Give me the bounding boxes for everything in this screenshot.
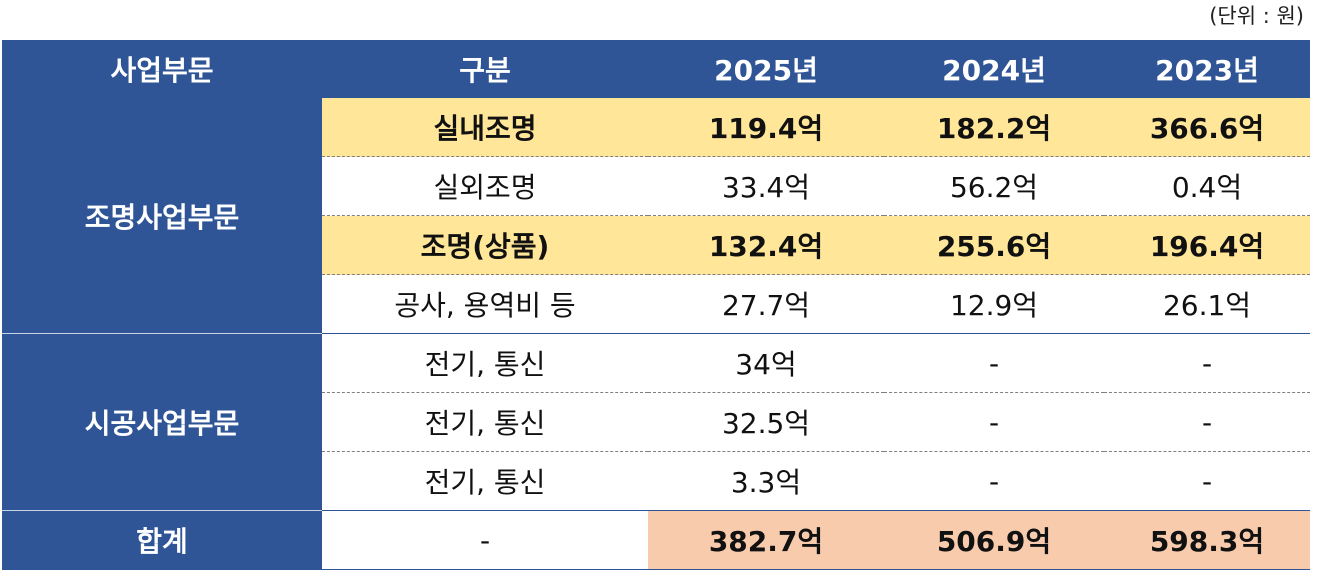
cell: - (884, 451, 1104, 511)
cell: 366.6억 (1104, 98, 1310, 157)
cell: 33.4억 (648, 156, 884, 216)
cell: 12.9억 (884, 274, 1104, 334)
cell: 실외조명 (322, 156, 648, 216)
header-row: 사업부문 구분 2025년 2024년 2023년 (2, 40, 1310, 98)
data-row: 조명사업부문 실내조명 119.4억 182.2억 366.6억 (2, 98, 1310, 334)
header-cell: 구분 (322, 40, 648, 98)
unit-note: (단위 : 원) (1209, 4, 1304, 28)
cell: - (1104, 333, 1310, 393)
cell: 공사, 용역비 등 (322, 274, 648, 334)
data-row: 전기, 통신 3.3억 - - (2, 451, 1310, 511)
total-cell: 506.9억 (884, 510, 1104, 570)
cell: 34억 (648, 333, 884, 393)
cell: - (1104, 392, 1310, 452)
cell: - (1104, 451, 1310, 511)
total-label: 합계 (2, 510, 322, 570)
data-row: 조명(상품) 132.4억 255.6억 196.4억 (2, 215, 1310, 275)
cell: 조명(상품) (322, 215, 648, 275)
cell: 56.2억 (884, 156, 1104, 216)
data-row: 전기, 통신 32.5억 - - (2, 392, 1310, 452)
header-cell: 2025년 (648, 40, 884, 98)
cell: 196.4억 (1104, 215, 1310, 275)
cell: 전기, 통신 (322, 451, 648, 511)
group-label: 시공사업부문 (2, 333, 322, 511)
cell: - (884, 333, 1104, 393)
total-row: 합계 -382.7억 506.9억 598.3억 (2, 510, 1310, 570)
cell: 전기, 통신 (322, 392, 648, 452)
data-row: 실외조명 33.4억 56.2억 0.4억 (2, 156, 1310, 216)
cell: 255.6억 (884, 215, 1104, 275)
cell: 32.5억 (648, 392, 884, 452)
total-cell: 598.3억 (1104, 510, 1310, 570)
cell: 3.3억 (648, 451, 884, 511)
cell: 132.4억 (648, 215, 884, 275)
total-cell: 382.7억 (648, 510, 884, 570)
header-cell: 2024년 (884, 40, 1104, 98)
header-cell: 사업부문 (2, 40, 322, 98)
cell: 26.1억 (1104, 274, 1310, 334)
cell: 실내조명 (322, 98, 648, 157)
cell: 119.4억 (648, 98, 884, 157)
cell: 27.7억 (648, 274, 884, 334)
cell: 0.4억 (1104, 156, 1310, 216)
cell: 182.2억 (884, 98, 1104, 157)
header-cell: 2023년 (1104, 40, 1310, 98)
total-cell: - (322, 510, 648, 570)
cell: 전기, 통신 (322, 333, 648, 393)
revenue-table: 사업부문 구분 2025년 2024년 2023년 조명사업부문 실내조명 119.4억 182… (2, 40, 1310, 570)
group-label: 조명사업부문 (2, 98, 322, 334)
data-row: 공사, 용역비 등 27.7억 12.9억 26.1억 (2, 274, 1310, 334)
cell: - (884, 392, 1104, 452)
data-row: 시공사업부문 전기, 통신 34억 - - (2, 333, 1310, 511)
